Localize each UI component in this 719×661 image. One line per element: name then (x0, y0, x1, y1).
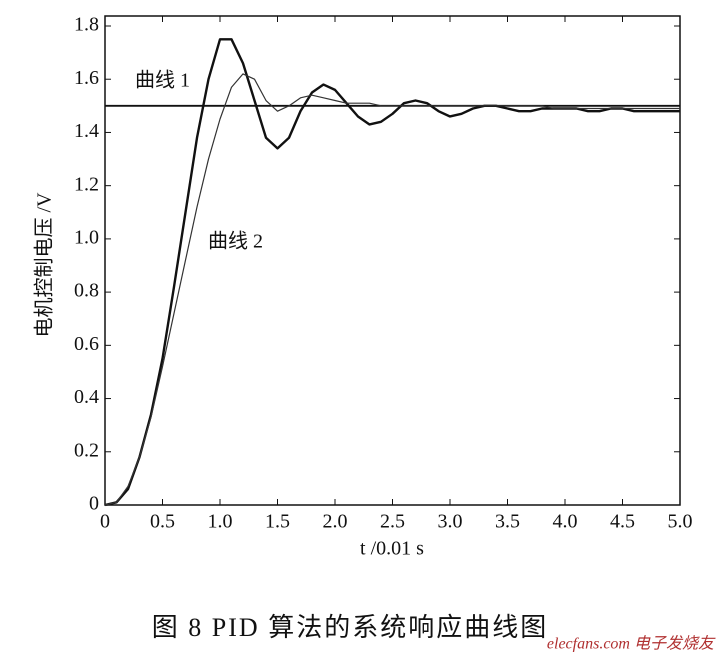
y-tick-label: 1.4 (74, 120, 99, 142)
y-tick-label: 1.6 (74, 67, 99, 89)
x-tick-label: 1.5 (265, 511, 290, 533)
series-label: 曲线 1 (135, 69, 190, 92)
line-series (104, 73, 680, 506)
y-tick-label: 0.2 (74, 439, 99, 461)
y-tick-label: 0.4 (74, 386, 99, 408)
y-tick-label: 0.8 (74, 280, 99, 302)
x-tick-label: 4.5 (610, 511, 635, 533)
x-tick-label: 1.0 (208, 511, 233, 533)
x-tick-label: 5.0 (668, 511, 693, 533)
x-tick-label: 2.0 (323, 511, 348, 533)
x-tick-label: 0 (100, 511, 110, 533)
watermark: elecfans.com 电子发烧友 (547, 635, 716, 653)
plot-frame (104, 15, 681, 506)
y-tick-label: 1.8 (74, 14, 99, 36)
x-tick-label: 3.0 (438, 511, 463, 533)
x-tick-label: 4.0 (553, 511, 578, 533)
x-tick-label: 2.5 (380, 511, 405, 533)
y-tick-label: 0.6 (74, 333, 99, 355)
y-axis-label: 电机控制电压 /V (33, 192, 56, 338)
x-axis-label: t /0.01 s (360, 538, 424, 560)
caption: 图 8 PID 算法的系统响应曲线图 (152, 613, 548, 642)
x-tick-label: 0.5 (150, 511, 175, 533)
y-tick-label: 1.2 (74, 173, 99, 195)
y-tick-label: 1.0 (74, 226, 99, 248)
y-tick-label: 0 (89, 493, 99, 515)
x-tick-label: 3.5 (495, 511, 520, 533)
line-series (104, 38, 680, 507)
series-label: 曲线 2 (208, 230, 263, 253)
